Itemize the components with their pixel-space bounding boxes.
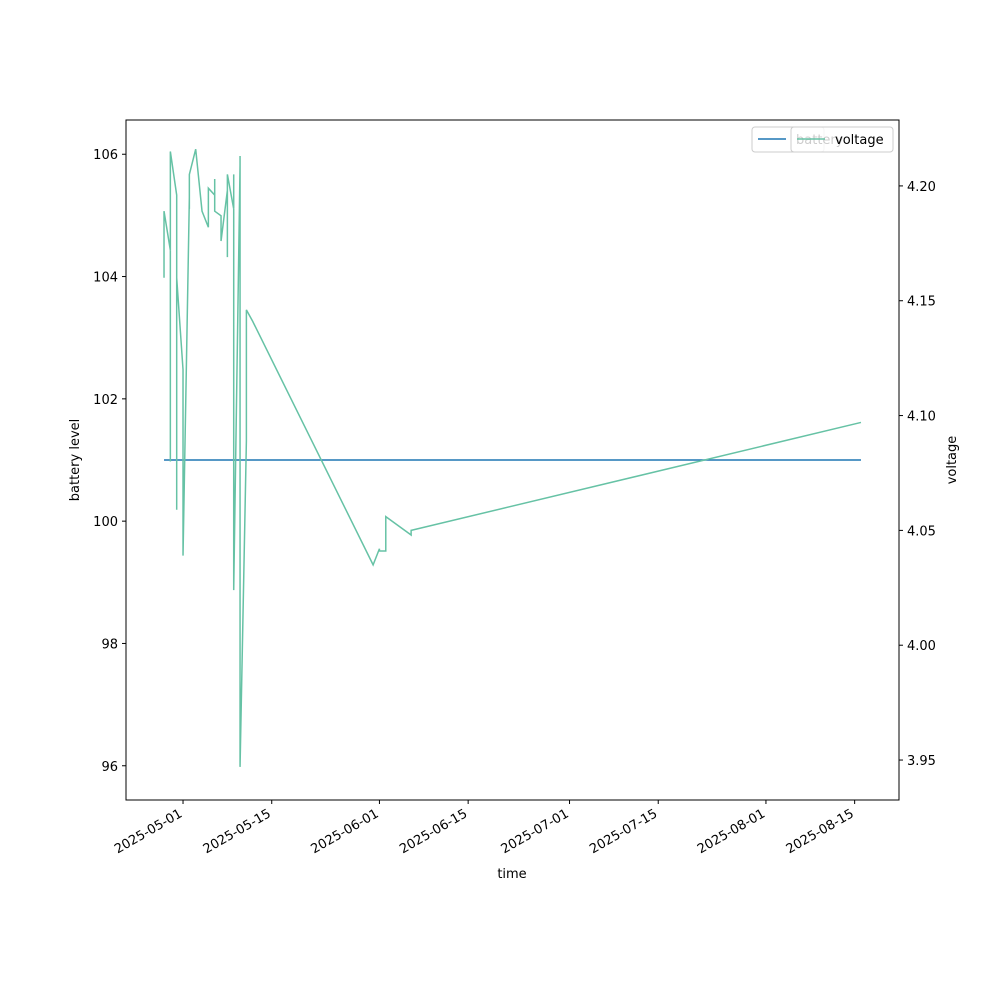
- y-tick-label: 102: [93, 393, 118, 408]
- y2-tick-label: 3.95: [907, 754, 936, 769]
- plot-frame: [125, 119, 900, 801]
- y-tick-label: 106: [93, 148, 118, 163]
- y-tick-label: 104: [93, 271, 118, 286]
- y2-tick-label: 4.00: [907, 639, 936, 654]
- y-tick-label: 98: [101, 637, 118, 652]
- y-tick-label: 96: [101, 760, 118, 775]
- x-axis-label: time: [497, 867, 526, 882]
- y-axis-label: battery level: [68, 419, 83, 502]
- y2-tick-label: 4.05: [907, 524, 936, 539]
- series-line: [163, 148, 862, 767]
- y2-tick-label: 4.15: [907, 295, 936, 310]
- legend-box: [790, 126, 894, 153]
- y2-tick-label: 4.20: [907, 180, 936, 195]
- y2-axis-label: voltage: [945, 436, 960, 485]
- y-tick-label: 100: [93, 515, 118, 530]
- legend-label: voltage: [835, 133, 884, 148]
- y2-tick-label: 4.10: [907, 410, 936, 425]
